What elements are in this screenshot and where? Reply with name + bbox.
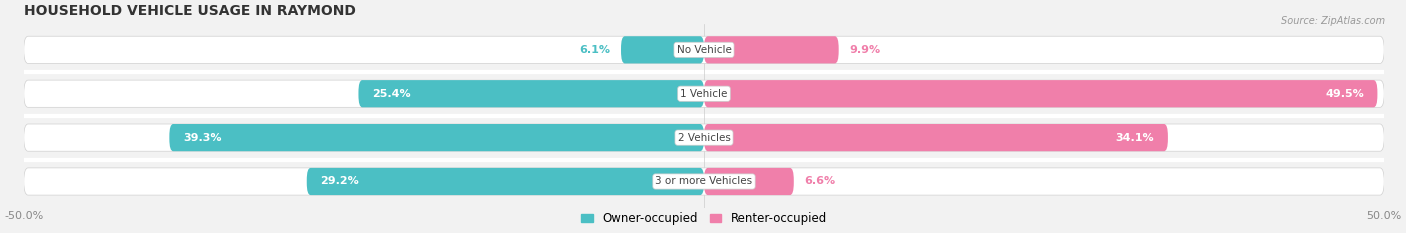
FancyBboxPatch shape <box>24 124 1385 151</box>
FancyBboxPatch shape <box>704 168 794 195</box>
FancyBboxPatch shape <box>359 80 704 107</box>
FancyBboxPatch shape <box>704 80 1378 107</box>
Text: 29.2%: 29.2% <box>321 176 359 186</box>
Text: No Vehicle: No Vehicle <box>676 45 731 55</box>
FancyBboxPatch shape <box>704 36 839 63</box>
Text: 25.4%: 25.4% <box>373 89 411 99</box>
Text: 39.3%: 39.3% <box>183 133 222 143</box>
FancyBboxPatch shape <box>24 168 1385 195</box>
FancyBboxPatch shape <box>307 168 704 195</box>
Text: 1 Vehicle: 1 Vehicle <box>681 89 728 99</box>
Text: 9.9%: 9.9% <box>849 45 880 55</box>
FancyBboxPatch shape <box>621 36 704 63</box>
Text: HOUSEHOLD VEHICLE USAGE IN RAYMOND: HOUSEHOLD VEHICLE USAGE IN RAYMOND <box>24 4 356 18</box>
Legend: Owner-occupied, Renter-occupied: Owner-occupied, Renter-occupied <box>576 207 832 230</box>
Text: 6.6%: 6.6% <box>804 176 835 186</box>
FancyBboxPatch shape <box>24 36 1385 63</box>
Text: 6.1%: 6.1% <box>579 45 610 55</box>
Text: 2 Vehicles: 2 Vehicles <box>678 133 731 143</box>
Text: 34.1%: 34.1% <box>1116 133 1154 143</box>
Text: 49.5%: 49.5% <box>1324 89 1364 99</box>
FancyBboxPatch shape <box>704 124 1168 151</box>
Text: 3 or more Vehicles: 3 or more Vehicles <box>655 176 752 186</box>
FancyBboxPatch shape <box>24 80 1385 107</box>
FancyBboxPatch shape <box>169 124 704 151</box>
Text: Source: ZipAtlas.com: Source: ZipAtlas.com <box>1281 16 1385 26</box>
